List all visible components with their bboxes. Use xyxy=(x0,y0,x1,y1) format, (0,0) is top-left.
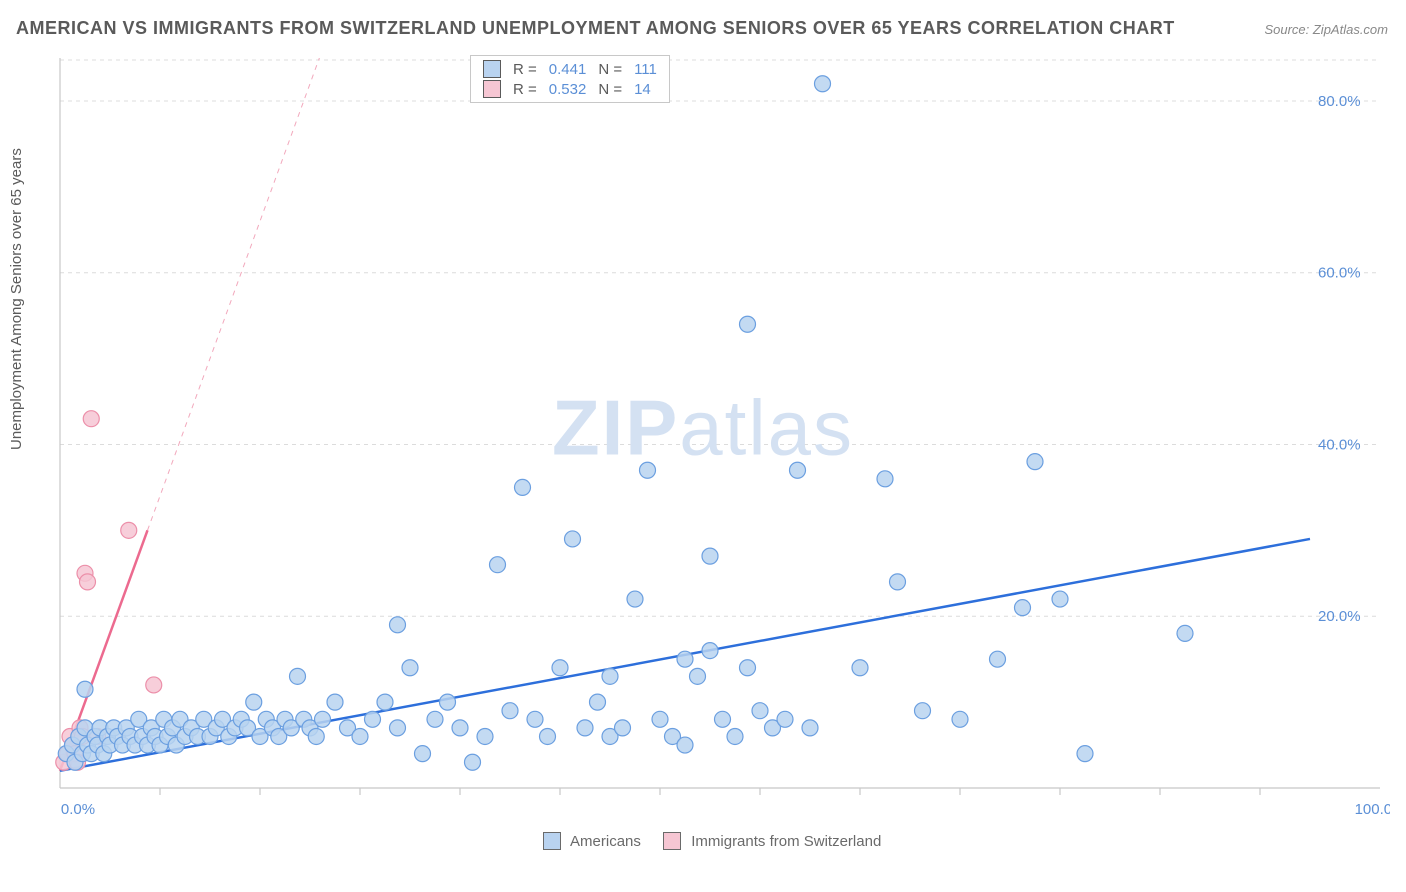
svg-text:80.0%: 80.0% xyxy=(1318,93,1361,110)
stats-row-2: R = 0.532 N = 14 xyxy=(477,79,663,99)
svg-text:100.0%: 100.0% xyxy=(1355,801,1390,818)
stats-row-1: R = 0.441 N = 111 xyxy=(477,59,663,79)
svg-text:60.0%: 60.0% xyxy=(1318,265,1361,282)
source-attribution: Source: ZipAtlas.com xyxy=(1264,22,1388,37)
legend-label-2: Immigrants from Switzerland xyxy=(691,833,881,850)
svg-text:0.0%: 0.0% xyxy=(61,801,95,818)
r-value-1: 0.441 xyxy=(543,59,593,79)
source-label: Source: xyxy=(1264,22,1312,37)
svg-text:20.0%: 20.0% xyxy=(1318,608,1361,625)
svg-text:40.0%: 40.0% xyxy=(1318,436,1361,453)
swatch-pink-icon xyxy=(483,80,501,98)
bottom-legend: Americans Immigrants from Switzerland xyxy=(0,832,1406,852)
swatch-pink-icon xyxy=(663,832,681,850)
y-axis-label: Unemployment Among Seniors over 65 years xyxy=(8,148,25,450)
swatch-blue-icon xyxy=(483,60,501,78)
r-label: R = xyxy=(507,59,543,79)
r-value-2: 0.532 xyxy=(543,79,593,99)
swatch-blue-icon xyxy=(543,832,561,850)
n-label: N = xyxy=(592,59,628,79)
r-label: R = xyxy=(507,79,543,99)
scatter-plot: 20.0% 40.0% 60.0% 80.0% 0.0% 100.0% xyxy=(50,58,1390,818)
chart-title: AMERICAN VS IMMIGRANTS FROM SWITZERLAND … xyxy=(16,18,1175,39)
source-name: ZipAtlas.com xyxy=(1313,22,1388,37)
plot-svg: 20.0% 40.0% 60.0% 80.0% 0.0% 100.0% xyxy=(50,58,1390,818)
n-label: N = xyxy=(592,79,628,99)
n-value-2: 14 xyxy=(628,79,663,99)
legend-label-1: Americans xyxy=(570,833,641,850)
stats-legend-box: R = 0.441 N = 111 R = 0.532 N = 14 xyxy=(470,55,670,103)
n-value-1: 111 xyxy=(628,59,663,79)
